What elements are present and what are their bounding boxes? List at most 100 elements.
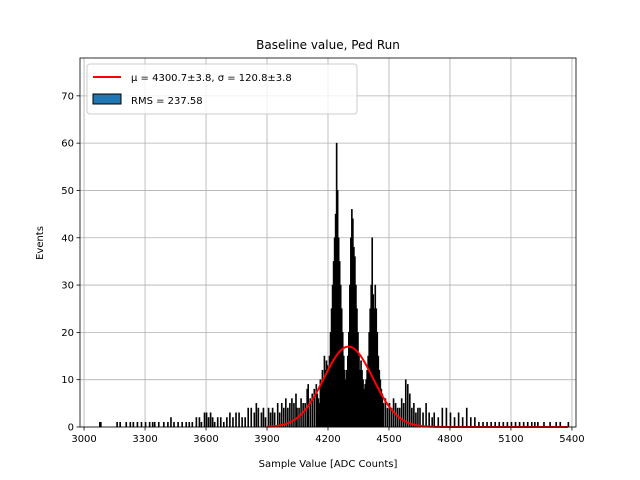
histogram-bar <box>406 384 409 428</box>
histogram-bar <box>253 412 256 428</box>
x-tick-label: 4500 <box>376 434 401 445</box>
histogram-bar <box>200 421 203 428</box>
y-tick-label: 40 <box>61 233 74 244</box>
histogram-bar <box>223 421 225 428</box>
histogram-bar <box>151 421 154 428</box>
histogram-bar <box>291 398 293 428</box>
histogram-bar <box>382 403 385 428</box>
y-tick-label: 0 <box>68 423 74 434</box>
x-tick-label: 3300 <box>132 434 157 445</box>
legend-entry-fit: μ = 4300.7±3.8, σ = 120.8±3.8 <box>131 73 292 84</box>
y-axis-ticks: 0 10 20 30 40 50 60 70 <box>61 91 80 434</box>
histogram-bar <box>433 412 436 428</box>
legend: μ = 4300.7±3.8, σ = 120.8±3.8 RMS = 237.… <box>86 63 358 115</box>
histogram-bar <box>461 417 464 428</box>
histogram-bar <box>148 421 151 428</box>
histogram-bar <box>409 393 411 428</box>
histogram-bar <box>386 407 389 428</box>
histogram-bar <box>238 412 240 428</box>
y-tick-label: 70 <box>61 91 74 102</box>
histogram-bar <box>567 421 570 428</box>
histogram-bar <box>400 398 403 428</box>
histogram-bar <box>185 421 188 428</box>
histogram-bar <box>207 417 210 428</box>
histogram-bar <box>262 407 265 428</box>
histogram-bar <box>205 412 208 428</box>
histogram-bar <box>257 407 260 428</box>
histogram-bar <box>119 421 121 428</box>
histogram-bar <box>163 421 165 428</box>
y-tick-label: 60 <box>61 139 74 150</box>
x-tick-label: 3000 <box>71 434 96 445</box>
histogram-bar <box>241 417 243 428</box>
histogram-bar <box>457 412 460 428</box>
histogram-bar <box>177 421 179 428</box>
histogram-bar <box>144 421 147 428</box>
histogram-bar <box>304 403 306 428</box>
histogram-bar <box>250 407 253 428</box>
histogram-bar <box>216 417 219 428</box>
histogram-bar <box>260 412 263 428</box>
histogram-bar <box>125 421 128 428</box>
histogram-bar <box>167 421 169 428</box>
histogram-bar <box>129 421 132 428</box>
histogram-bar <box>247 407 250 428</box>
histogram-bar <box>140 421 143 428</box>
histogram-bar <box>419 407 421 428</box>
histogram-bar <box>136 421 139 428</box>
histogram-bar <box>273 412 276 428</box>
histogram-bar <box>209 412 212 428</box>
histogram-bar <box>232 417 234 428</box>
legend-patch-swatch <box>92 93 122 105</box>
x-tick-label: 3600 <box>193 434 218 445</box>
histogram-bar <box>293 403 295 428</box>
histogram-bar <box>453 417 456 428</box>
histogram-bar <box>465 407 468 428</box>
histogram-bar <box>431 417 433 428</box>
histogram-bar <box>235 412 237 428</box>
y-tick-label: 50 <box>61 186 74 197</box>
legend-box <box>86 63 358 115</box>
histogram-bar <box>449 412 452 428</box>
histogram-bar <box>255 403 258 428</box>
histogram-bar <box>213 421 216 428</box>
y-tick-label: 30 <box>61 281 74 292</box>
histogram-bar <box>402 403 405 428</box>
histogram-bar <box>276 403 279 428</box>
legend-entry-rms: RMS = 237.58 <box>131 96 203 107</box>
histogram-bar <box>280 403 283 428</box>
histogram-bar <box>437 417 440 428</box>
histogram-bar <box>132 421 135 428</box>
y-tick-label: 10 <box>61 375 74 386</box>
histogram-bar <box>264 417 267 428</box>
x-tick-label: 5400 <box>559 434 584 445</box>
histogram-bar <box>441 407 444 428</box>
histogram-bar <box>244 417 246 428</box>
histogram-bar <box>271 407 274 428</box>
histogram-bar <box>428 412 430 428</box>
histogram-bar <box>469 417 472 428</box>
chart-title: Baseline value, Ped Run <box>256 38 400 52</box>
histogram-bar <box>173 421 175 428</box>
x-tick-label: 5100 <box>498 434 523 445</box>
histogram-bar <box>188 421 191 428</box>
histogram-bar <box>181 421 183 428</box>
histogram-bar <box>422 412 424 428</box>
histogram-bar <box>157 421 160 428</box>
histogram-bar <box>474 417 476 428</box>
x-tick-label: 4800 <box>437 434 462 445</box>
histogram-bar <box>203 412 206 428</box>
histogram-bar <box>100 421 102 428</box>
histogram-bar <box>170 417 172 428</box>
x-axis-ticks: 3000 3300 3600 3900 4200 4500 4800 5100 5400 <box>71 427 585 445</box>
histogram-bar <box>269 412 272 428</box>
histogram-bar <box>195 417 198 428</box>
histogram-bar <box>211 417 214 428</box>
histogram-bar <box>302 403 304 428</box>
histogram-bar <box>413 403 415 428</box>
histogram-bar <box>116 421 118 428</box>
histogram-bar <box>229 412 231 428</box>
histogram-bar <box>219 417 222 428</box>
x-tick-label: 4200 <box>315 434 340 445</box>
